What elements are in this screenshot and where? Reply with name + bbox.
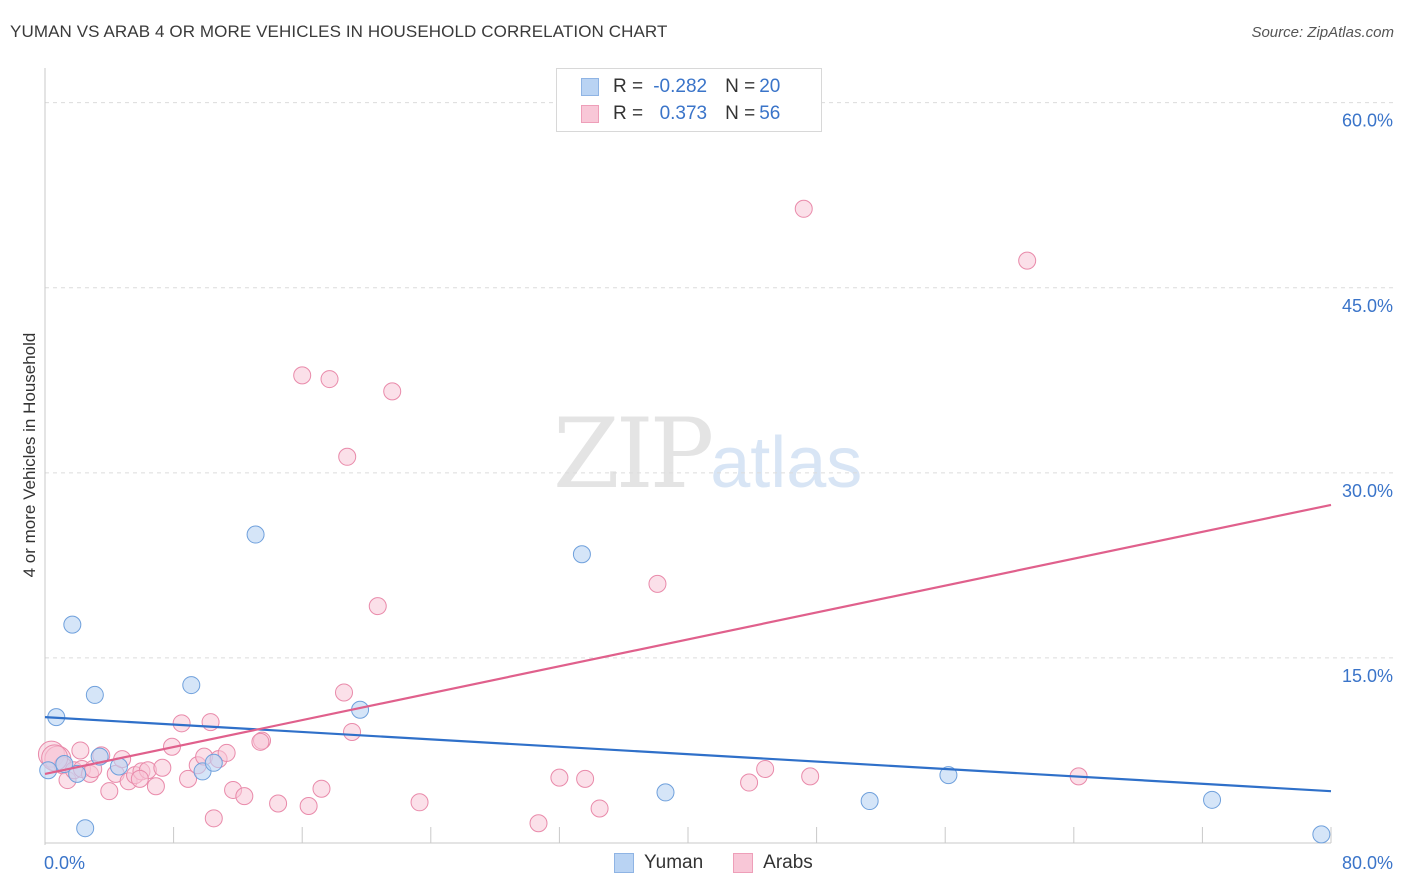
x-tick-label: 0.0%	[44, 853, 85, 873]
yuman-swatch	[581, 78, 599, 96]
arabs-point	[251, 732, 270, 751]
arabs-point	[794, 199, 813, 218]
yuman-point	[1312, 825, 1331, 844]
arabs-point	[299, 796, 318, 815]
arabs-point	[146, 777, 165, 796]
y-tick-label: 45.0%	[1342, 296, 1393, 316]
yuman-point	[572, 545, 591, 564]
yuman-point	[939, 766, 958, 785]
arabs-point	[410, 793, 429, 812]
legend-row-yuman: R = -0.282 N = 20	[581, 74, 791, 100]
arabs-point	[312, 779, 331, 798]
arabs-point	[293, 366, 312, 385]
arabs-point	[334, 683, 353, 702]
yuman-trend-line	[44, 716, 1332, 793]
y-tick-label: 15.0%	[1342, 666, 1393, 686]
arabs-point	[235, 787, 254, 806]
n-value: 20	[759, 76, 781, 97]
r-label: R =	[613, 103, 644, 124]
arabs-point	[172, 714, 191, 733]
y-tick-label: 30.0%	[1342, 481, 1393, 501]
arabs-point	[269, 794, 288, 813]
yuman-point	[204, 753, 223, 772]
arabs-point	[740, 773, 759, 792]
arabs-point	[204, 809, 223, 828]
arabs-point	[130, 769, 149, 788]
chart-title: YUMAN VS ARAB 4 OR MORE VEHICLES IN HOUS…	[10, 22, 668, 41]
legend-row-arabs: R = 0.373 N = 56	[581, 101, 791, 127]
arabs-point	[71, 741, 90, 760]
arabs-point	[801, 767, 820, 786]
r-value: -0.282	[653, 76, 708, 97]
arabs-swatch	[581, 105, 599, 123]
arabs-point	[343, 722, 362, 741]
legend-item-arabs[interactable]: Arabs	[733, 852, 813, 874]
yuman-point	[246, 525, 265, 544]
tick-labels: 15.0% 30.0% 45.0% 60.0% 0.0% 80.0%	[44, 111, 1393, 873]
gridlines	[45, 102, 1394, 659]
r-value: 0.373	[659, 103, 708, 124]
arabs-point	[648, 574, 667, 593]
yuman-point	[1203, 790, 1222, 809]
arabs-point	[100, 782, 119, 801]
arabs-point	[590, 799, 609, 818]
n-value: 56	[759, 103, 781, 124]
arabs-point	[217, 743, 236, 762]
yuman-point	[656, 783, 675, 802]
arabs-point	[576, 769, 595, 788]
arabs-points	[37, 199, 1088, 833]
arabs-trend-line	[44, 503, 1332, 775]
yuman-point	[85, 685, 104, 704]
arabs-point	[153, 758, 172, 777]
yuman-swatch	[614, 853, 634, 873]
arabs-point	[338, 447, 357, 466]
yuman-point	[76, 819, 95, 838]
yuman-point	[860, 792, 879, 811]
yuman-point	[68, 764, 87, 783]
arabs-point	[1018, 251, 1037, 270]
legend-item-yuman[interactable]: Yuman	[614, 852, 703, 874]
stats-legend: R = -0.282 N = 20 R = 0.373 N = 56	[556, 68, 822, 132]
arabs-point	[320, 370, 339, 389]
yuman-point	[63, 615, 82, 634]
watermark-atlas: atlas	[710, 423, 863, 503]
arabs-point	[179, 769, 198, 788]
y-tick-label: 60.0%	[1342, 111, 1393, 131]
arabs-point	[368, 597, 387, 616]
arabs-point	[756, 759, 775, 778]
arabs-point	[550, 768, 569, 787]
watermark: ZIPatlas	[553, 398, 862, 510]
legend-label-yuman: Yuman	[644, 852, 704, 873]
arabs-point	[383, 382, 402, 401]
arabs-point	[529, 814, 548, 833]
trend-lines	[44, 503, 1332, 793]
r-label: R =	[613, 76, 644, 97]
yuman-point	[39, 761, 58, 780]
arabs-swatch	[733, 853, 754, 873]
axes	[44, 68, 1332, 845]
source-label: Source: ZipAtlas.com	[1251, 24, 1394, 41]
legend-label-arabs: Arabs	[763, 852, 813, 873]
watermark-zip: ZIP	[553, 398, 714, 510]
yuman-points	[39, 525, 1331, 844]
n-label: N =	[725, 76, 756, 97]
n-label: N =	[725, 103, 756, 124]
series-legend: Yuman Arabs	[614, 852, 843, 874]
x-tick-label: 80.0%	[1342, 853, 1393, 873]
yuman-point	[182, 676, 201, 695]
y-axis-label: 4 or more Vehicles in Household	[20, 332, 39, 578]
